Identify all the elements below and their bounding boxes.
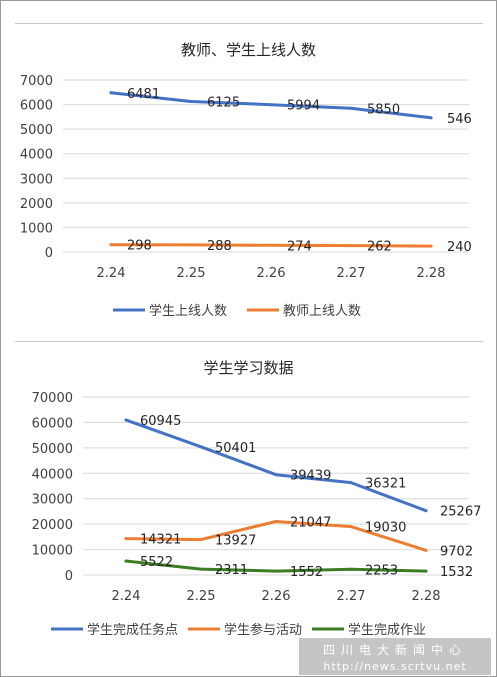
chart1-data-point [349,106,353,110]
chart1-ytick-label: 0 [45,246,53,261]
chart2-data-label: 1552 [290,565,323,580]
chart2-data-point [424,569,428,573]
chart2-ytick-label: 30000 [32,493,73,508]
chart1-xtick-label: 2.27 [337,266,366,281]
chart-learning-data: 学生学习数据 0 10000 20000 30000 40000 50000 60000 70… [1,343,496,676]
chart2-data-label: 5522 [140,555,173,570]
chart1-xtick-label: 2.25 [177,266,206,281]
chart2-data-label: 9702 [440,544,473,559]
chart1-data-label: 298 [127,239,152,254]
chart2-legend-label: 学生完成任务点 [87,622,178,638]
chart1-data-label: 288 [207,239,232,254]
chart1-xtick-label: 2.28 [417,266,446,281]
chart2-data-label: 21047 [290,515,331,530]
chart2-data-point [349,525,353,529]
chart1-data-point [269,103,273,107]
chart1-ytick-label: 6000 [20,99,53,114]
chart2-xtick-label: 2.26 [262,589,291,604]
chart2-plot: 0 10000 20000 30000 40000 50000 60000 70000 2.24… [32,391,482,638]
chart2-data-label: 14321 [140,533,181,548]
watermark-name: 四川电大新闻中心 [322,643,467,657]
chart2-legend-label: 学生完成作业 [348,622,426,638]
chart2-xtick-label: 2.24 [112,589,141,604]
chart2-data-point [274,519,278,523]
chart2-data-point [199,538,203,542]
chart1-data-point [109,243,113,247]
chart-online-users: 教师、学生上线人数 0 1000 2000 3000 4000 5000 6000 7000 2… [1,1,496,341]
chart1-data-label: 262 [367,240,392,255]
chart2-data-label: 1532 [440,565,473,580]
chart2-data-label: 36321 [365,477,406,492]
chart1-ytick-label: 2000 [20,197,53,212]
chart2-data-point [124,559,128,563]
watermark: 四川电大新闻中心 http://news.scrtvu.net [299,638,491,675]
top-divider [15,23,483,24]
chart2-title: 学生学习数据 [203,359,294,377]
chart2-legend-label: 学生参与活动 [224,622,302,638]
chart2-data-label: 39439 [290,469,331,484]
chart1-data-label: 240 [447,240,472,255]
chart1-data-point [429,244,433,248]
chart1-data-label: 6481 [127,87,160,102]
chart1-data-point [189,100,193,103]
chart1-data-label: 274 [287,239,312,254]
chart2-data-point [274,569,278,573]
chart2-ytick-label: 60000 [32,416,73,431]
chart1-data-label: 546 [447,112,472,127]
chart2-data-label: 13927 [215,534,256,549]
chart2-data-label: 60945 [140,414,181,429]
chart2-data-label: 19030 [365,521,406,536]
chart1-data-label: 6125 [207,96,240,111]
chart1-plot: 0 1000 2000 3000 4000 5000 6000 7000 2.24 2.25 2.2… [20,74,472,319]
chart-divider [15,341,483,342]
chart2-data-point [124,537,128,541]
chart2-data-point [199,445,203,449]
chart1-legend-label: 教师上线人数 [283,303,361,319]
chart1-xtick-label: 2.24 [97,266,126,281]
chart1-data-point [269,243,273,247]
chart1-data-point [109,91,113,95]
chart1-data-label: 5994 [287,99,320,114]
chart1-data-point [189,243,193,247]
chart2-series-line-1 [124,418,428,513]
chart1-data-point [429,116,433,120]
watermark-url: http://news.scrtvu.net [323,660,467,673]
chart2-data-point [349,481,353,485]
chart1-ytick-label: 4000 [20,148,53,163]
chart2-ytick-label: 70000 [32,391,73,406]
chart1-ytick-label: 3000 [20,172,53,187]
chart2-ytick-label: 40000 [32,467,73,482]
chart1-data-point [349,244,353,248]
chart2-data-point [274,473,278,477]
chart2-data-label: 50401 [215,441,256,456]
chart2-data-point [124,418,128,422]
chart1-xtick-label: 2.26 [257,266,286,281]
chart2-data-point [199,567,203,571]
chart2-xtick-label: 2.25 [187,589,216,604]
chart2-data-point [349,567,353,571]
chart2-xtick-label: 2.27 [337,589,366,604]
chart1-ytick-label: 5000 [20,123,53,138]
chart1-ytick-label: 1000 [20,221,53,236]
chart2-data-label: 25267 [440,505,481,520]
chart2-xtick-label: 2.28 [412,589,441,604]
chart2-ytick-label: 0 [65,569,73,584]
chart2-data-label: 2311 [215,563,248,578]
chart2-data-label: 2253 [365,563,398,578]
chart2-data-point [424,548,428,552]
chart1-data-label: 5850 [367,102,400,117]
chart2-data-point [424,509,428,513]
chart1-legend-label: 学生上线人数 [149,303,227,319]
chart2-ytick-label: 10000 [32,544,73,559]
chart1-title: 教师、学生上线人数 [180,41,316,59]
chart1-ytick-label: 7000 [20,74,53,89]
chart2-ytick-label: 20000 [32,518,73,533]
chart2-ytick-label: 50000 [32,442,73,457]
